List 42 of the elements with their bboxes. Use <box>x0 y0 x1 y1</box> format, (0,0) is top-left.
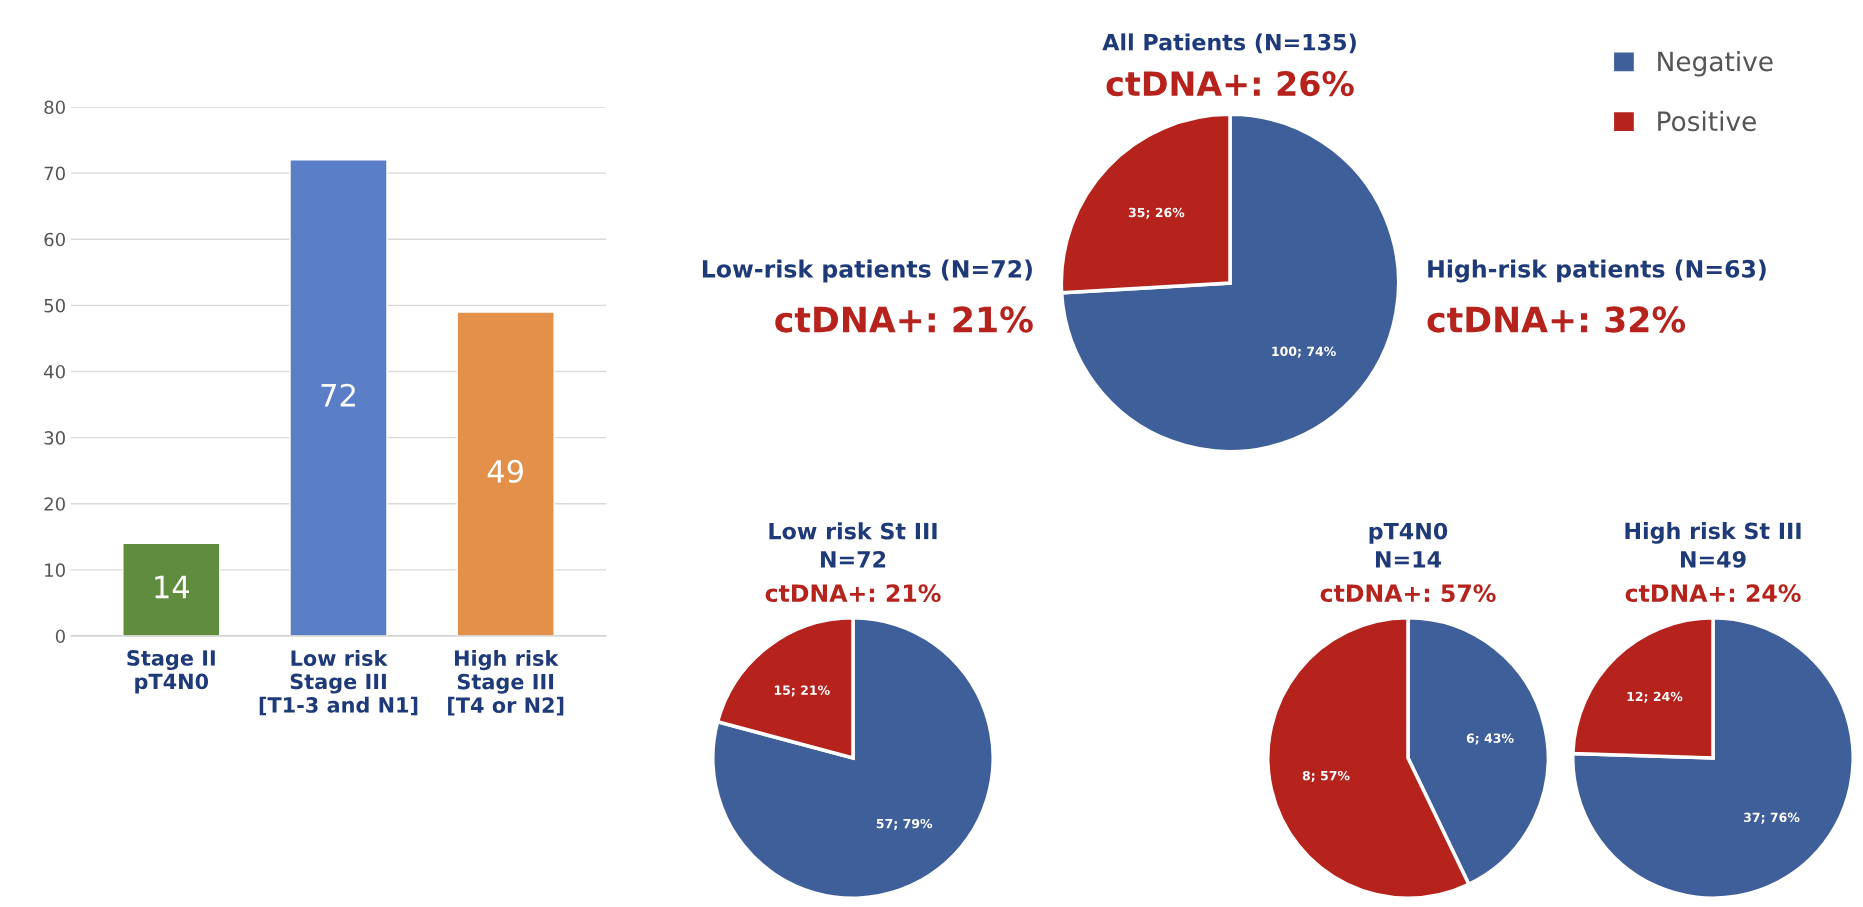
chart-subtitle: ctDNA+: 24% <box>1625 584 1801 603</box>
x-tick-label: Low risk Stage III [T1-3 and N1] <box>259 649 418 716</box>
y-tick-label: 70 <box>44 166 65 181</box>
text: High-risk patients (N=63) <box>1428 259 1766 283</box>
chart-title: pT4N0 N=14 <box>1369 522 1448 568</box>
x-tick-label: Stage II pT4N0 <box>127 650 215 694</box>
data-label: 37; 76% <box>1744 812 1800 824</box>
chart-title: All Patients (N=135) <box>1102 33 1356 54</box>
text: Low-risk patients (N=72) <box>702 259 1032 283</box>
y-tick-label: 30 <box>44 431 65 445</box>
y-tick-label: 60 <box>44 232 65 247</box>
y-tick-label: 0 <box>55 629 65 644</box>
text: ctDNA+: 32% <box>1427 306 1686 333</box>
chart-title: High risk St III N=49 <box>1625 522 1801 568</box>
data-label: 57; 79% <box>876 818 933 830</box>
legend-label: Negative <box>1658 50 1773 77</box>
data-label: 12; 24% <box>1627 691 1683 703</box>
data-label: 8; 57% <box>1302 770 1350 782</box>
chart-subtitle: ctDNA+: 26% <box>1106 70 1354 97</box>
chart-subtitle: ctDNA+: 21% <box>765 584 941 603</box>
data-label: 15; 21% <box>774 685 830 697</box>
y-tick-label: 50 <box>44 298 65 313</box>
data-label: 100; 74% <box>1272 346 1336 358</box>
y-tick-label: 80 <box>44 100 65 115</box>
chart-title: Low risk St III N=72 <box>769 522 937 568</box>
pie-slice <box>711 616 995 900</box>
y-tick-label: 10 <box>45 563 65 577</box>
pie-slice <box>1571 616 1855 900</box>
y-tick-label: 40 <box>44 364 65 379</box>
data-label: 35; 26% <box>1128 207 1185 219</box>
legend-label: Positive <box>1658 110 1756 132</box>
bar <box>122 542 221 636</box>
bar <box>289 159 388 636</box>
x-tick-label: High risk Stage III [T4 or N2] <box>448 649 564 716</box>
data-label: 49 <box>487 459 523 483</box>
data-label: 72 <box>321 383 355 407</box>
data-label: 6; 43% <box>1466 733 1514 745</box>
data-label: 14 <box>155 575 190 599</box>
text: ctDNA+: 21% <box>775 306 1033 333</box>
bar <box>456 311 555 636</box>
y-tick-label: 20 <box>44 497 65 511</box>
chart-subtitle: ctDNA+: 57% <box>1320 584 1496 603</box>
